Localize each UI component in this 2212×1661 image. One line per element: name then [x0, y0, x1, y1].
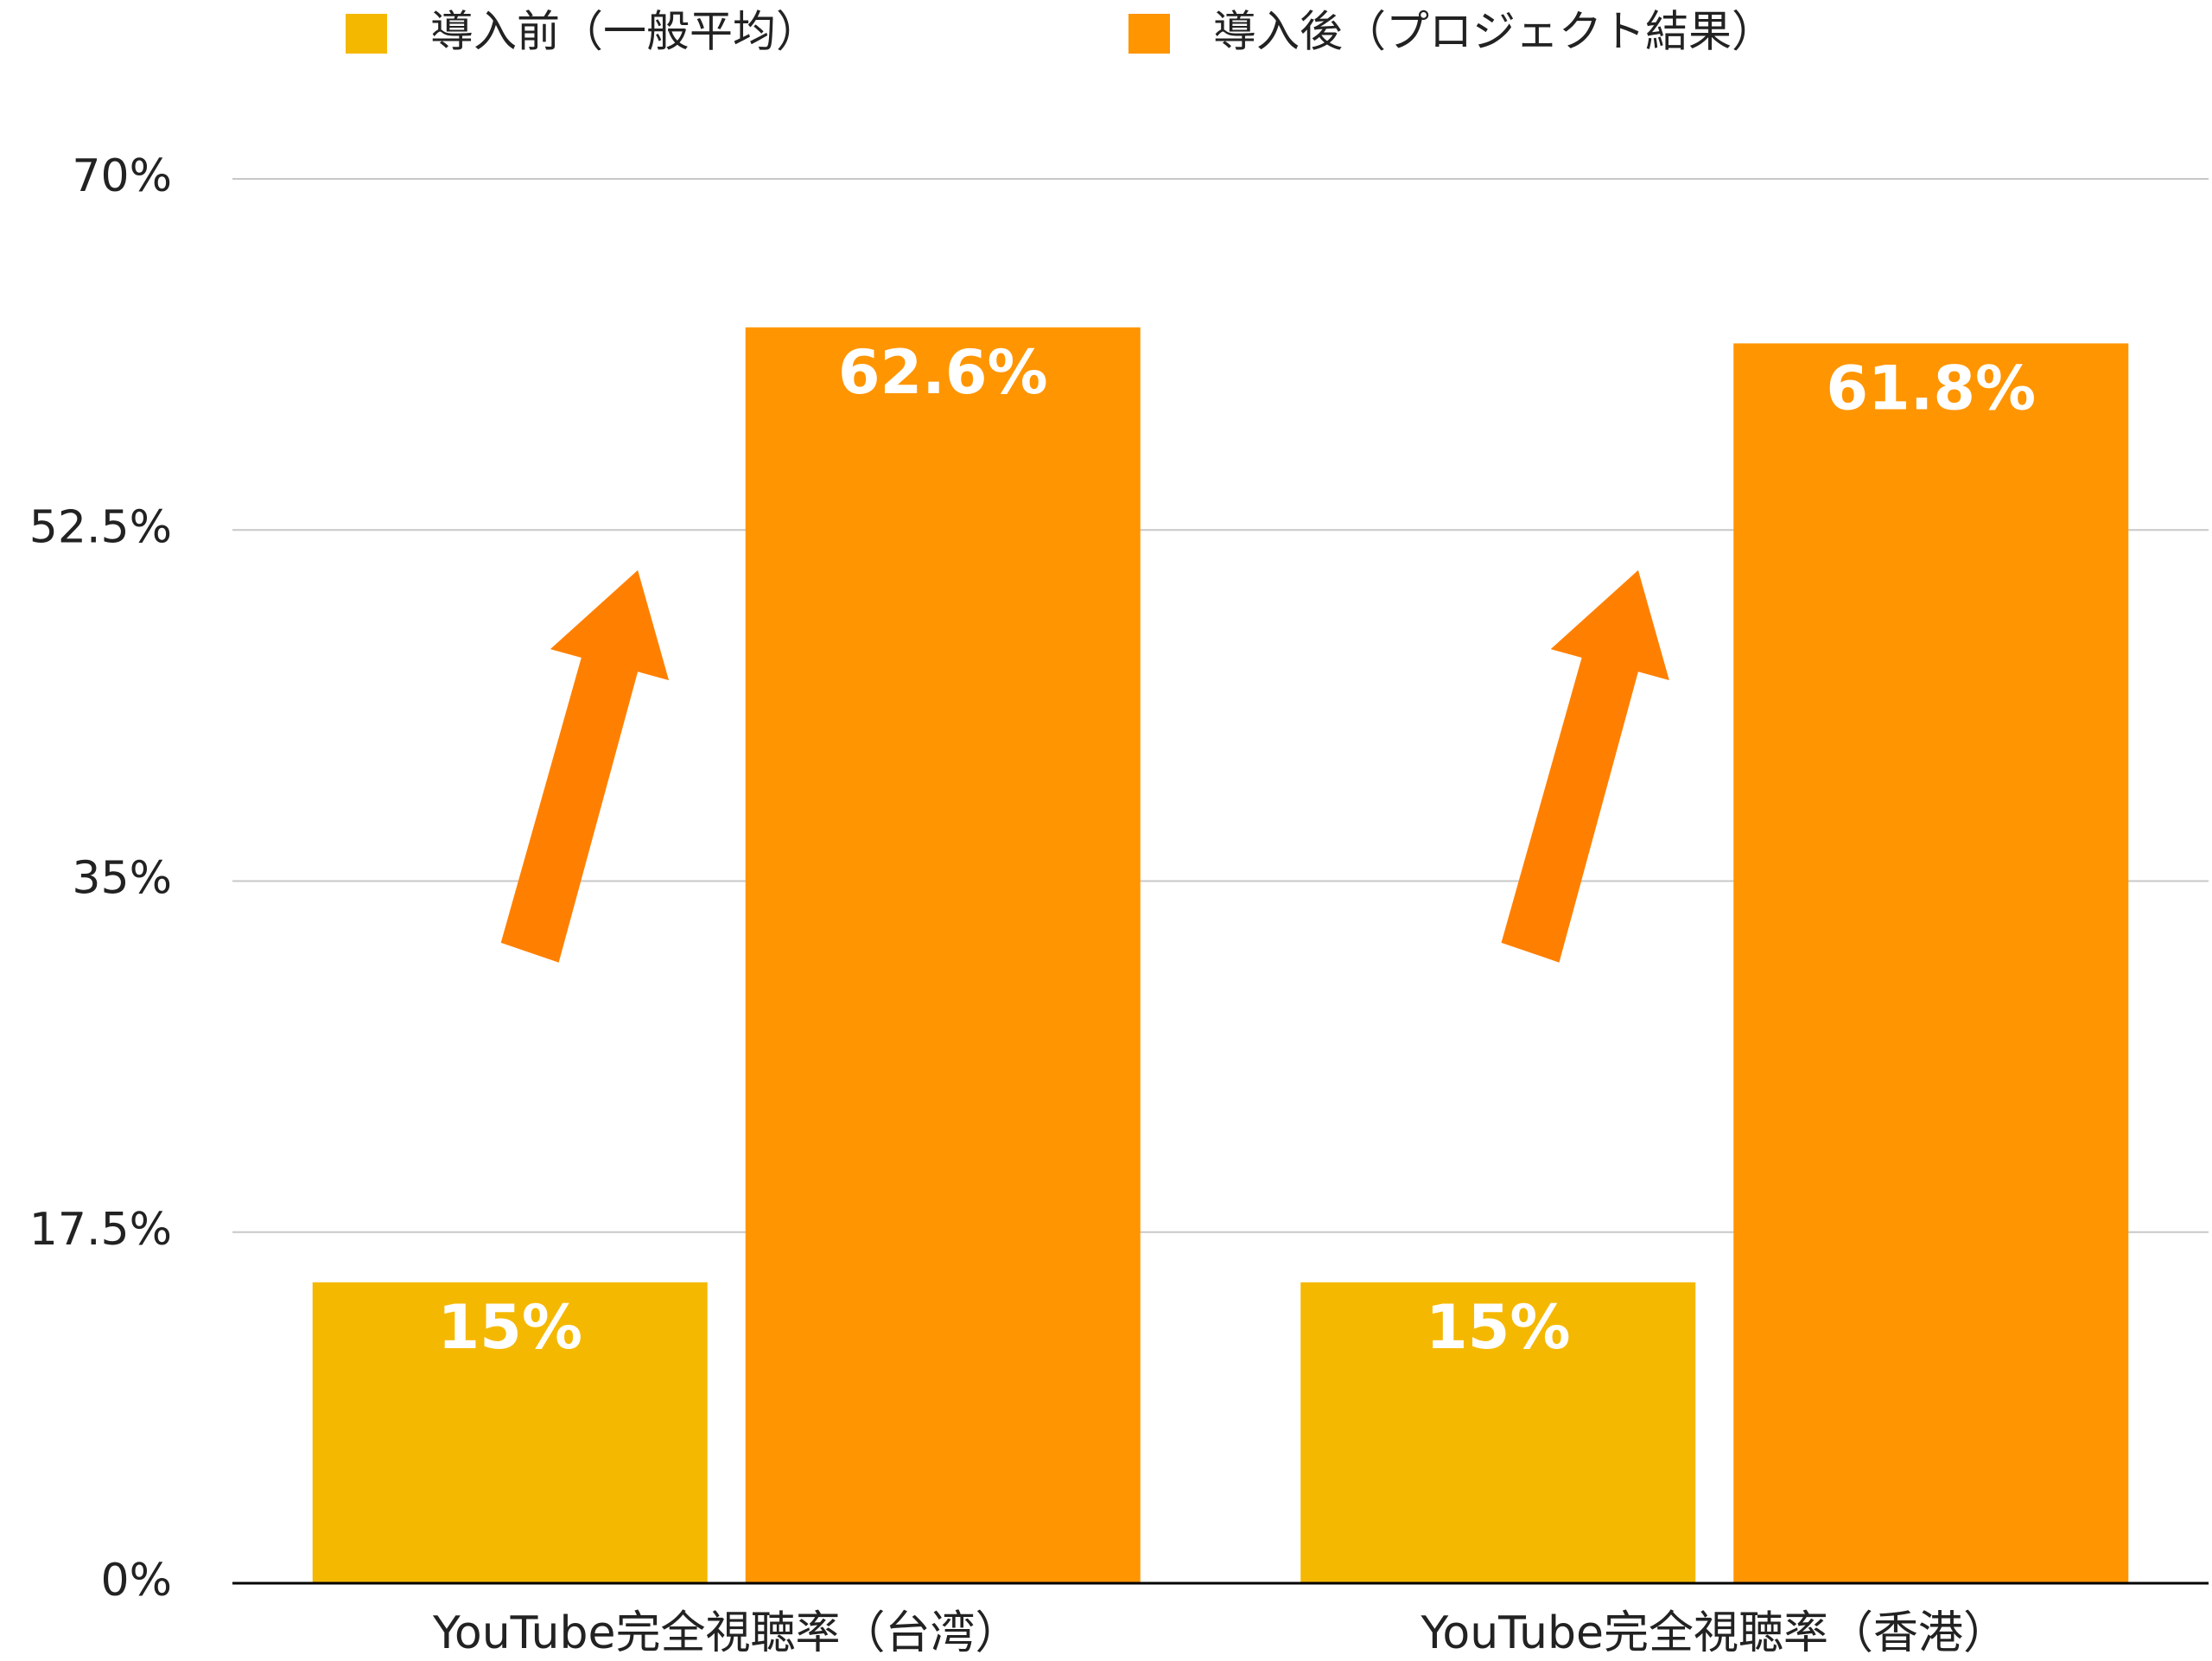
bar — [745, 327, 1141, 1584]
x-tick-label: YouTube完全視聴率（台湾） — [432, 1607, 1020, 1659]
arrows — [500, 570, 1669, 963]
value-label: 15% — [1426, 1292, 1571, 1363]
value-label: 61.8% — [1826, 353, 2036, 423]
bar — [1300, 1282, 1696, 1583]
legend-label: 導入前（一般平均） — [430, 7, 819, 57]
legend-swatch — [346, 14, 387, 54]
legend-swatch — [1128, 14, 1170, 54]
x-tick-label: YouTube完全視聴率（香港） — [1421, 1607, 2008, 1659]
value-label: 62.6% — [838, 337, 1048, 408]
y-tick-label: 0% — [101, 1555, 173, 1607]
legend-label: 導入後（プロジェクト結果） — [1213, 7, 1775, 57]
bar — [312, 1282, 708, 1583]
arrow — [500, 570, 670, 963]
y-tick-label: 17.5% — [29, 1204, 172, 1256]
y-tick-label: 70% — [72, 150, 172, 202]
y-tick-label: 35% — [72, 853, 172, 905]
y-tick-label: 52.5% — [29, 501, 172, 553]
arrow — [1501, 570, 1669, 963]
value-label: 15% — [437, 1292, 582, 1363]
bar — [1733, 343, 2129, 1583]
